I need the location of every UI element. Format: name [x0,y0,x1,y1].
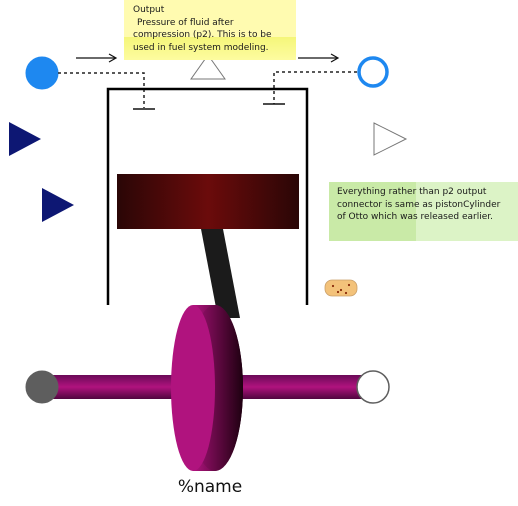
piston-head [117,174,299,229]
crank-wheel [171,305,243,471]
heat-port-icon[interactable] [324,279,358,297]
note-line: Output [133,5,165,15]
output-triangle-icon[interactable] [190,54,226,80]
shaft-flange-filled-icon[interactable] [25,370,59,404]
flow-arrow-out-icon [298,53,340,63]
flange-port-hollow-icon[interactable] [357,56,389,88]
shaft-flange-hollow-icon[interactable] [356,370,390,404]
note-line: Everything rather than p2 output [337,187,487,197]
flow-arrow-in-icon [76,53,118,63]
output-triangle-right-icon[interactable] [373,122,408,156]
note-line: connector is same as pistonCylinder [337,199,501,210]
cylinder-walls [106,87,309,305]
port-connection-lines [58,71,357,110]
component-name-label: %name [177,477,243,497]
flange-port-filled-icon[interactable] [25,56,59,90]
note-line: compression (p2). This is to be [133,30,272,40]
input-triangle-icon[interactable] [9,122,41,156]
connecting-rod [201,229,240,318]
annotation-note-otto: Everything rather than p2 output connect… [329,182,518,241]
note-line: used in fuel system modeling. [133,42,269,53]
annotation-note-output: Output Pressure of fluid after compressi… [124,0,296,60]
note-line: of Otto which was released earlier. [337,212,493,222]
note-line: Pressure of fluid after [137,17,234,28]
input-triangle-icon[interactable] [42,188,74,222]
